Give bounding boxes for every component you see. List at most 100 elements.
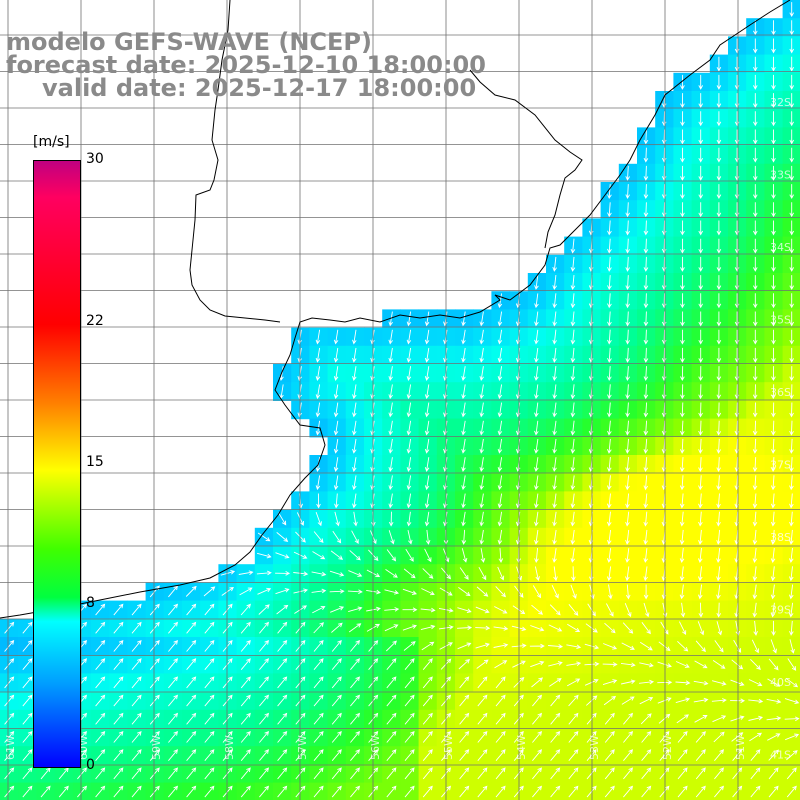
wind-arrow — [149, 785, 160, 798]
wind-arrow — [406, 311, 412, 327]
wind-arrow — [534, 493, 539, 509]
wind-arrow — [661, 184, 667, 200]
wind-arrow — [679, 420, 685, 436]
wind-arrow — [604, 730, 615, 743]
wind-arrow — [789, 111, 794, 127]
wind-arrow — [643, 256, 649, 272]
wind-arrow — [607, 293, 612, 309]
wind-arrow — [551, 585, 559, 599]
wind-arrow — [714, 785, 725, 798]
wind-arrow — [149, 694, 160, 707]
wind-arrow — [405, 548, 414, 562]
wind-arrow — [771, 165, 776, 181]
wind-speed-cell — [782, 673, 800, 693]
wind-arrow — [478, 566, 487, 581]
wind-arrow — [625, 311, 630, 327]
wind-arrow — [204, 712, 215, 725]
wind-arrow — [113, 694, 124, 707]
wind-arrow — [259, 621, 270, 634]
wind-arrow — [149, 767, 160, 780]
wind-arrow — [531, 677, 544, 688]
wind-arrow — [552, 529, 557, 545]
wind-arrow — [407, 530, 413, 545]
wind-arrow — [240, 712, 251, 725]
wind-arrow — [331, 676, 342, 689]
wind-arrow — [566, 644, 582, 650]
wind-arrow — [714, 640, 724, 653]
wind-arrow — [604, 749, 615, 761]
wind-arrow — [643, 275, 649, 291]
wind-arrow — [768, 767, 779, 780]
wind-arrow — [404, 694, 415, 707]
wind-arrow — [168, 603, 179, 616]
wind-arrow — [606, 511, 612, 527]
wind-arrow — [312, 605, 326, 614]
wind-arrow — [95, 639, 106, 652]
wind-arrow — [661, 366, 667, 382]
wind-arrow — [388, 420, 393, 436]
wind-arrow — [480, 548, 486, 563]
wind-arrow — [549, 604, 561, 616]
wind-arrow — [497, 347, 503, 363]
wind-arrow — [240, 676, 251, 689]
wind-arrow — [238, 570, 254, 575]
wind-arrow — [186, 621, 197, 634]
wind-arrow — [712, 660, 726, 669]
wind-arrow — [608, 584, 613, 600]
wind-arrow — [494, 606, 508, 614]
wind-arrow — [351, 530, 359, 544]
wind-arrow — [4, 785, 15, 798]
wind-arrow — [95, 767, 106, 780]
wind-arrow — [771, 184, 776, 200]
wind-arrow — [95, 785, 106, 798]
wind-arrow — [476, 586, 489, 597]
wind-arrow — [479, 311, 484, 327]
wind-arrow — [388, 438, 393, 454]
wind-arrow — [493, 626, 509, 631]
wind-arrow — [625, 275, 630, 291]
colorbar-unit: [m/s] — [33, 134, 70, 150]
wind-arrow — [257, 532, 271, 542]
wind-arrow — [479, 529, 484, 545]
lon-label: 55W — [442, 735, 455, 760]
lat-label: 34S — [770, 241, 791, 254]
wind-arrow — [422, 785, 433, 798]
wind-arrow — [621, 679, 636, 685]
wind-arrow — [315, 475, 321, 491]
wind-arrow — [258, 604, 270, 615]
wind-arrow — [203, 586, 216, 597]
wind-arrow — [767, 678, 781, 687]
wind-arrow — [4, 767, 15, 780]
wind-arrow — [698, 602, 704, 618]
wind-arrow — [388, 329, 393, 345]
wind-arrow — [716, 275, 722, 291]
wind-arrow — [332, 530, 342, 544]
wind-arrow — [4, 749, 15, 761]
wind-arrow — [586, 712, 597, 725]
wind-arrow — [331, 767, 342, 780]
wind-arrow — [716, 457, 721, 473]
wind-arrow — [424, 384, 430, 400]
wind-arrow — [352, 438, 357, 454]
wind-arrow — [186, 676, 197, 689]
wind-arrow — [459, 730, 470, 743]
wind-arrow — [716, 93, 722, 109]
wind-arrow — [698, 111, 703, 127]
wind-arrow — [771, 129, 776, 145]
wind-arrow — [331, 730, 342, 743]
wind-arrow — [730, 698, 746, 704]
wind-arrow — [697, 548, 703, 564]
wind-arrow — [352, 493, 357, 509]
wind-arrow — [222, 639, 233, 652]
wind-arrow — [259, 658, 270, 670]
wind-arrow — [313, 730, 324, 743]
wind-arrow — [789, 511, 794, 527]
wind-arrow — [313, 749, 324, 761]
wind-arrow — [570, 438, 576, 454]
wind-arrow — [333, 475, 339, 491]
wind-arrow — [424, 366, 430, 381]
wind-arrow — [534, 402, 539, 418]
wind-arrow — [625, 238, 630, 254]
wind-arrow — [606, 438, 612, 454]
wind-arrow — [222, 621, 233, 634]
